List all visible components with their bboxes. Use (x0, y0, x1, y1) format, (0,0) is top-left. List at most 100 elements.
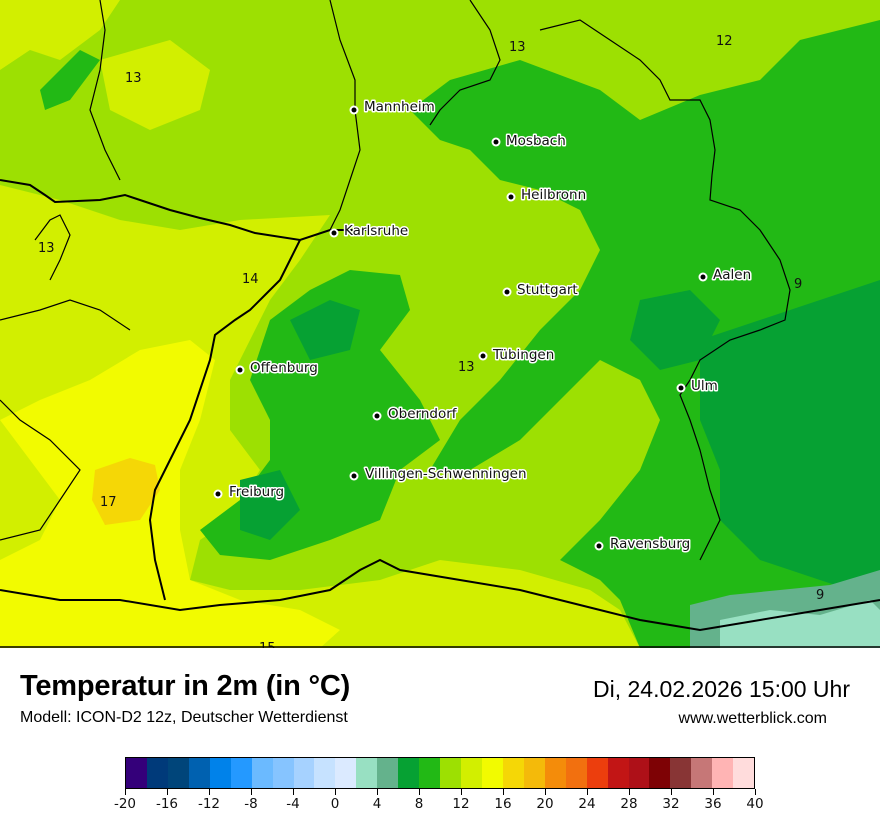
legend-bin (502, 758, 524, 788)
legend-bin (398, 758, 420, 788)
legend-tick-label: -4 (286, 796, 300, 812)
temp-field-14-16 (100, 40, 210, 130)
legend-bin (481, 758, 503, 788)
legend-tick-label: 12 (452, 796, 470, 812)
city-mannheim[interactable]: Mannheim (349, 98, 436, 117)
legend-bin (419, 758, 441, 788)
website-link[interactable]: www.wetterblick.com (678, 710, 827, 727)
legend-tick-label: 24 (578, 796, 596, 812)
contour-label: 14 (242, 272, 259, 287)
contour-label: 13 (125, 71, 142, 86)
legend-tick (755, 789, 756, 795)
legend-bin (523, 758, 545, 788)
legend-tick (587, 789, 588, 795)
legend-tick-label: -8 (244, 796, 258, 812)
contour-label: 13 (509, 40, 526, 55)
legend-tick-label: -20 (113, 796, 137, 812)
legend-tick-label: 8 (414, 796, 424, 812)
city-freiburg[interactable]: Freiburg (213, 483, 286, 502)
legend-tick-label: -16 (155, 796, 179, 812)
legend-bin (209, 758, 231, 788)
contour-label: 12 (716, 34, 733, 49)
legend-bin (335, 758, 357, 788)
city-dot-icon (508, 194, 514, 200)
contour-labels: 13 13 12 13 14 9 13 17 9 15 (38, 34, 824, 648)
temp-field-14-16 (0, 0, 120, 70)
legend-tick (251, 789, 252, 795)
legend-tick (125, 789, 126, 795)
legend-tick-label: 32 (662, 796, 680, 812)
state-border-east (539, 19, 791, 561)
city-karlsruhe[interactable]: Karlsruhe (329, 222, 410, 241)
city-stuttgart[interactable]: Stuttgart (502, 281, 579, 300)
legend-bin (126, 758, 147, 788)
city-label: Karlsruhe (344, 223, 408, 239)
legend-bin (628, 758, 650, 788)
city-heilbronn[interactable]: Heilbronn (506, 186, 588, 205)
city-offenburg[interactable]: Offenburg (235, 359, 319, 378)
city-dot-icon (351, 107, 357, 113)
city-tuebingen[interactable]: Tübingen (478, 346, 556, 365)
city-label: Tübingen (492, 347, 554, 363)
temperature-map: 13 13 12 13 14 9 13 17 9 15 Mannheim Mos… (0, 0, 880, 648)
legend-tick-label: -12 (197, 796, 221, 812)
city-label: Ravensburg (610, 536, 690, 552)
city-dot-icon (215, 491, 221, 497)
city-oberndorf[interactable]: Oberndorf (372, 405, 459, 424)
city-label: Stuttgart (517, 282, 578, 298)
legend-bin (670, 758, 692, 788)
legend-bin (293, 758, 315, 788)
legend-tick (503, 789, 504, 795)
region-border (89, 0, 121, 181)
city-mosbach[interactable]: Mosbach (491, 132, 567, 151)
page-title: Temperatur in 2m (in °C) (20, 670, 351, 702)
legend-tick-label: 40 (746, 796, 764, 812)
region-border (0, 399, 81, 541)
legend-bin (377, 758, 399, 788)
region-border (329, 0, 361, 231)
region-border (34, 214, 71, 281)
temp-field-8-10 (700, 280, 880, 600)
legend-tick-label: 28 (620, 796, 638, 812)
city-dot-icon (700, 274, 706, 280)
rhine-border (148, 239, 301, 601)
legend-tick (335, 789, 336, 795)
city-villingen-schwenningen[interactable]: Villingen-Schwenningen (349, 465, 528, 484)
legend-tick (461, 789, 462, 795)
contour-label: 9 (794, 277, 802, 292)
legend-bin (230, 758, 252, 788)
city-aalen[interactable]: Aalen (698, 266, 753, 285)
city-ulm[interactable]: Ulm (676, 377, 719, 396)
city-label: Oberndorf (388, 406, 458, 422)
contour-label: 13 (458, 360, 475, 375)
borders (0, 0, 880, 632)
temp-field-18-20 (92, 458, 160, 525)
legend-tick (167, 789, 168, 795)
legend-bin (565, 758, 587, 788)
city-dot-icon (331, 230, 337, 236)
city-dot-icon (480, 353, 486, 359)
cities: Mannheim Mosbach Heilbronn Karlsruhe Aal… (213, 98, 753, 554)
city-dot-icon (493, 139, 499, 145)
city-label: Heilbronn (521, 187, 586, 203)
legend-bin (691, 758, 713, 788)
legend-bin (314, 758, 336, 788)
legend-bin (607, 758, 629, 788)
city-label: Ulm (691, 378, 718, 394)
legend-tick-label: 20 (536, 796, 554, 812)
legend-tick (419, 789, 420, 795)
city-ravensburg[interactable]: Ravensburg (594, 535, 692, 554)
contour-label: 17 (100, 495, 117, 510)
legend-tick (629, 789, 630, 795)
legend-tick (671, 789, 672, 795)
city-dot-icon (678, 385, 684, 391)
region-border (0, 299, 131, 331)
legend-bin (544, 758, 566, 788)
legend-bin (188, 758, 210, 788)
forecast-datetime: Di, 24.02.2026 15:00 Uhr (592, 676, 850, 702)
temp-field-16-18 (0, 340, 340, 648)
map-canvas: 13 13 12 13 14 9 13 17 9 15 Mannheim Mos… (0, 0, 880, 648)
contour-label: 9 (816, 588, 824, 603)
model-subtitle: Modell: ICON-D2 12z, Deutscher Wetterdie… (20, 709, 348, 726)
color-legend (125, 757, 755, 789)
